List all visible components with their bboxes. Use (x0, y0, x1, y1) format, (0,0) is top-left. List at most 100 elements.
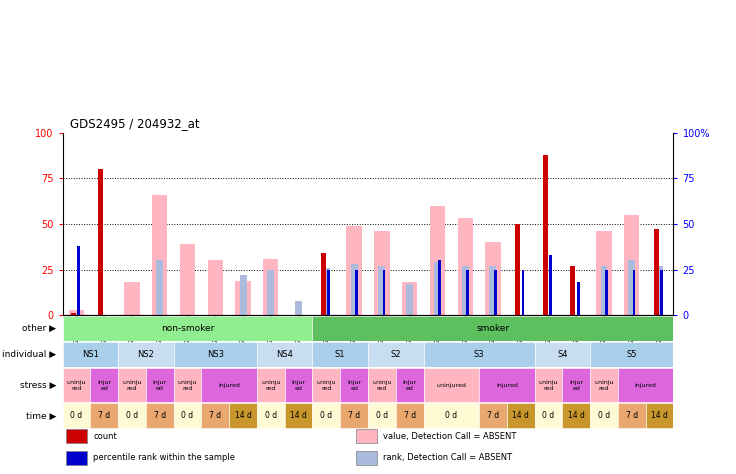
Text: 0 d: 0 d (320, 411, 333, 420)
Text: injur
ed: injur ed (569, 380, 584, 391)
Text: injur
ed: injur ed (403, 380, 417, 391)
Bar (355, 429, 377, 444)
Bar (350, 264, 358, 315)
Bar (267, 270, 275, 315)
Text: S4: S4 (557, 350, 567, 359)
Text: injured: injured (219, 383, 240, 388)
Text: count: count (93, 432, 117, 441)
Bar (562, 403, 590, 428)
Bar (406, 284, 413, 315)
Bar (202, 403, 229, 428)
Bar (180, 244, 195, 315)
Bar (63, 316, 313, 341)
Text: 14 d: 14 d (512, 411, 529, 420)
Bar (99, 169, 103, 315)
Text: non-smoker: non-smoker (161, 324, 214, 333)
Bar (461, 266, 469, 315)
Text: individual ▶: individual ▶ (2, 350, 57, 359)
Bar (229, 403, 257, 428)
Text: injur
ed: injur ed (97, 380, 111, 391)
Bar (618, 368, 673, 402)
Bar (479, 403, 507, 428)
Bar (295, 301, 302, 315)
Text: 7 d: 7 d (98, 411, 110, 420)
Bar (438, 261, 441, 315)
Text: GDS2495 / 204932_at: GDS2495 / 204932_at (70, 118, 199, 130)
Bar (257, 368, 285, 402)
Bar (340, 368, 368, 402)
Bar (152, 195, 167, 315)
Bar (618, 403, 645, 428)
Bar (562, 368, 590, 402)
Bar (590, 368, 618, 402)
Text: injur
ed: injur ed (347, 380, 361, 391)
Bar (328, 270, 330, 315)
Bar (340, 403, 368, 428)
Text: 7 d: 7 d (209, 411, 222, 420)
Bar (624, 215, 640, 315)
Bar (368, 403, 396, 428)
Bar (313, 403, 340, 428)
Bar (458, 219, 473, 315)
Text: 0 d: 0 d (265, 411, 277, 420)
Text: 0 d: 0 d (445, 411, 457, 420)
Bar (285, 403, 313, 428)
Bar (66, 451, 87, 465)
Bar (629, 261, 635, 315)
Text: uninju
red: uninju red (372, 380, 392, 391)
Bar (489, 266, 496, 315)
Bar (347, 226, 362, 315)
Bar (174, 342, 257, 367)
Bar (118, 342, 174, 367)
Text: uninju
red: uninju red (122, 380, 142, 391)
Bar (77, 246, 80, 315)
Bar (402, 283, 417, 315)
Bar (202, 368, 257, 402)
Bar (313, 342, 368, 367)
Text: 0 d: 0 d (71, 411, 82, 420)
Text: uninju
red: uninju red (178, 380, 197, 391)
Bar (146, 403, 174, 428)
Text: S2: S2 (391, 350, 401, 359)
Bar (257, 403, 285, 428)
Bar (355, 451, 377, 465)
Bar (656, 266, 663, 315)
Bar (534, 403, 562, 428)
Bar (236, 281, 251, 315)
Text: 0 d: 0 d (126, 411, 138, 420)
Text: NS2: NS2 (138, 350, 155, 359)
Bar (63, 368, 91, 402)
Text: percentile rank within the sample: percentile rank within the sample (93, 454, 235, 463)
Bar (374, 231, 389, 315)
Text: injur
ed: injur ed (152, 380, 167, 391)
Text: uninju
red: uninju red (316, 380, 336, 391)
Bar (654, 229, 659, 315)
Bar (174, 403, 202, 428)
Bar (660, 270, 663, 315)
Bar (368, 368, 396, 402)
Bar (396, 368, 423, 402)
Text: 14 d: 14 d (567, 411, 584, 420)
Bar (515, 224, 520, 315)
Bar (208, 261, 223, 315)
Text: injur
ed: injur ed (291, 380, 305, 391)
Text: 0 d: 0 d (542, 411, 554, 420)
Bar (605, 270, 608, 315)
Text: uninju
red: uninju red (539, 380, 558, 391)
Bar (633, 270, 635, 315)
Text: NS3: NS3 (207, 350, 224, 359)
Text: 14 d: 14 d (290, 411, 307, 420)
Text: other ▶: other ▶ (23, 324, 57, 333)
Bar (91, 403, 118, 428)
Bar (590, 342, 673, 367)
Bar (313, 316, 673, 341)
Bar (601, 266, 607, 315)
Bar (590, 403, 618, 428)
Bar (596, 231, 612, 315)
Bar (124, 283, 140, 315)
Bar (323, 268, 330, 315)
Bar (368, 342, 423, 367)
Bar (423, 403, 479, 428)
Bar (485, 242, 500, 315)
Bar (263, 259, 278, 315)
